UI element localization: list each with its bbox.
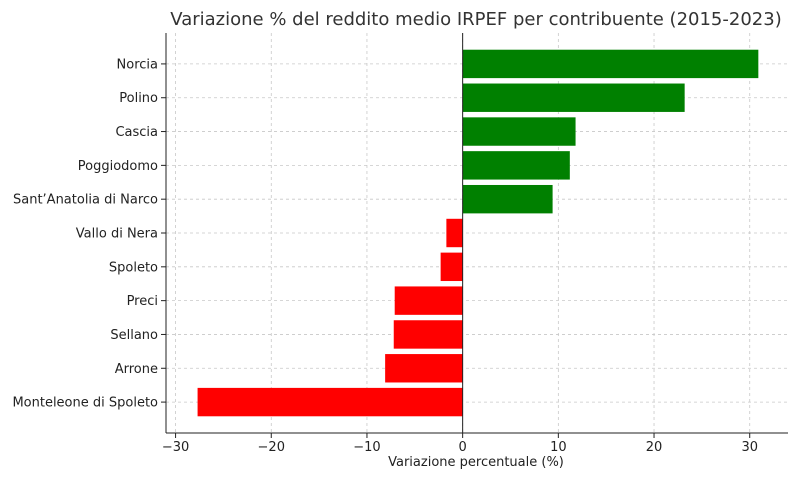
bar-monteleone-di-spoleto xyxy=(197,387,463,417)
y-tick-label: Norcia xyxy=(117,57,158,72)
x-tick-label: −10 xyxy=(353,440,380,455)
x-tick-label: 30 xyxy=(741,440,758,455)
chart-title: Variazione % del reddito medio IRPEF per… xyxy=(170,9,781,30)
y-tick-label: Monteleone di Spoleto xyxy=(12,396,158,411)
x-tick-label: −20 xyxy=(258,440,285,455)
y-tick-label: Vallo di Nera xyxy=(76,227,158,242)
x-tick-label: 10 xyxy=(550,440,567,455)
y-tick-label: Poggiodomo xyxy=(78,159,158,174)
bar-sellano xyxy=(393,320,463,349)
x-axis-label: Variazione percentuale (%) xyxy=(388,455,564,470)
x-tick-label: −30 xyxy=(162,440,189,455)
bar-polino xyxy=(462,83,685,112)
bar-spoleto xyxy=(440,252,463,282)
y-tick-label: Spoleto xyxy=(109,260,158,275)
x-tick-label: 0 xyxy=(459,440,467,455)
y-tick-label: Arrone xyxy=(115,362,158,377)
bar-preci xyxy=(394,286,463,315)
bar-vallo-di-nera xyxy=(446,218,463,248)
bar-sant-anatolia-di-narco xyxy=(462,184,553,214)
y-tick-label: Sellano xyxy=(110,328,158,343)
y-tick-label: Sant’Anatolia di Narco xyxy=(13,193,158,208)
x-tick-label: 20 xyxy=(646,440,663,455)
y-tick-label: Cascia xyxy=(115,125,158,140)
y-tick-label: Polino xyxy=(119,91,158,106)
bar-poggiodomo xyxy=(462,151,570,180)
bar-cascia xyxy=(462,117,576,146)
bar-norcia xyxy=(462,49,759,79)
bars xyxy=(197,49,759,417)
y-ticks: Norcia Polino Cascia Poggiodomo Sant’Anatoli… xyxy=(12,57,166,411)
bar-arrone xyxy=(385,354,463,383)
x-ticks: −30 −20 −10 0 10 20 30 xyxy=(162,433,758,455)
y-tick-label: Preci xyxy=(127,294,158,309)
